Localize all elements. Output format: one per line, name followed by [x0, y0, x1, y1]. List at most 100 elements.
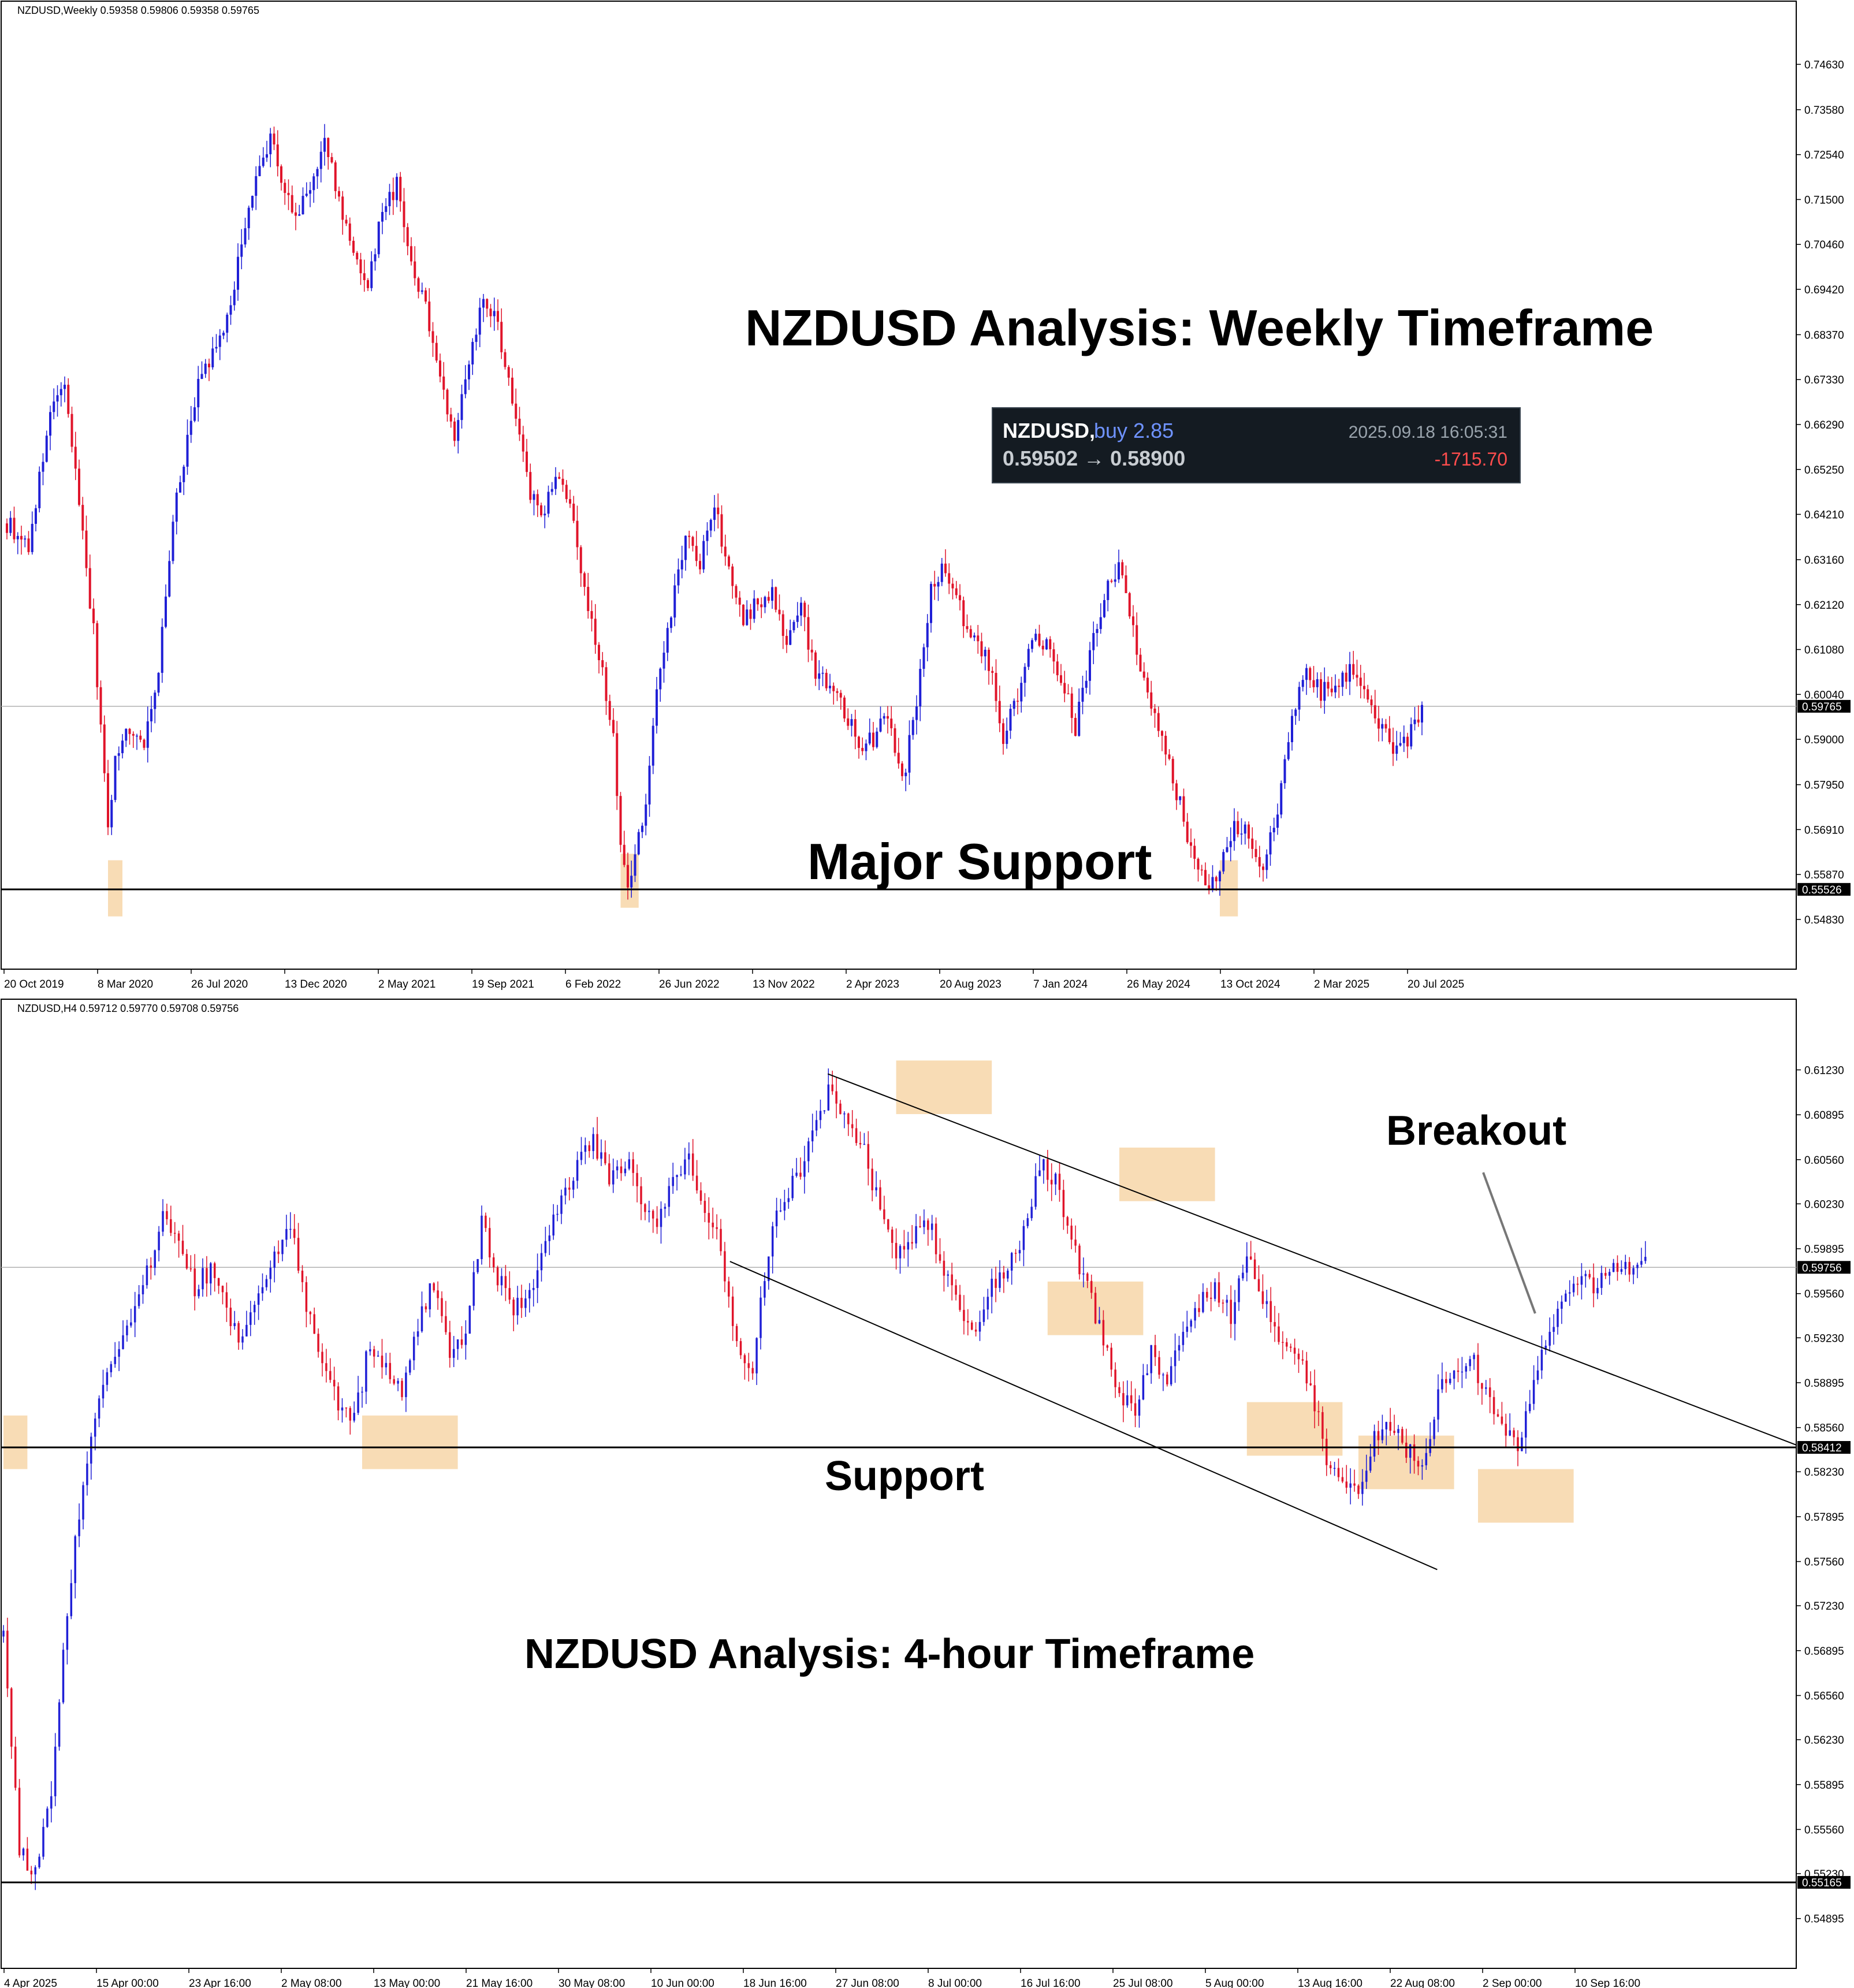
candle-body [38, 471, 41, 508]
candle-body [417, 278, 420, 292]
candle-body [348, 223, 351, 241]
candle-body [1193, 846, 1196, 859]
candle-body [1070, 693, 1073, 718]
candle-body [1532, 1380, 1535, 1404]
candle-body [764, 1281, 766, 1298]
candle-body [1392, 742, 1394, 754]
candle-body [984, 649, 986, 657]
candle-body [695, 1175, 698, 1191]
candle-body [99, 687, 102, 725]
candle-body [706, 530, 709, 541]
candle-body [1209, 1297, 1212, 1299]
candle-body [1114, 579, 1116, 582]
candle-body [258, 166, 261, 177]
candle-body [560, 1195, 563, 1214]
candle-body [204, 363, 207, 374]
candle-body [1413, 719, 1416, 724]
candle-body [915, 706, 918, 720]
candle-body [1258, 857, 1261, 867]
candle-body [1417, 1461, 1420, 1467]
candle-body [511, 377, 513, 404]
candle-body [217, 1278, 220, 1286]
candle-body [1062, 1190, 1065, 1218]
candle-body [955, 588, 958, 595]
candle-body [739, 1341, 742, 1356]
candle-body [10, 1688, 13, 1747]
y-tick-label: 0.56895 [1804, 1646, 1844, 1658]
current-price-tag: 0.59765 [1802, 701, 1842, 713]
candle-body [1058, 1174, 1061, 1190]
y-tick-label: 0.55560 [1804, 1824, 1844, 1836]
candle-body [414, 261, 416, 278]
candle-body [1215, 877, 1218, 881]
candle-body [1293, 1347, 1296, 1354]
candle-body [1043, 1159, 1045, 1171]
x-tick-label: 2 May 2021 [378, 978, 435, 991]
candle-body [1588, 1274, 1591, 1278]
candle-body [699, 1190, 702, 1201]
candle-body [301, 196, 304, 215]
candle-body [1580, 1276, 1583, 1285]
candle-body [746, 609, 749, 626]
candle-body [977, 635, 980, 642]
x-tick-label: 13 Dec 2020 [285, 978, 347, 991]
candle-body [1254, 848, 1257, 857]
candle-body [1265, 854, 1268, 870]
candle-body [890, 718, 893, 728]
candle-body [847, 1113, 850, 1125]
breakout-pointer [1482, 1172, 1536, 1314]
candle-body [107, 773, 109, 828]
candle-body [612, 720, 615, 734]
candle-body [489, 308, 492, 317]
candle-body [1334, 686, 1336, 693]
candle-body [995, 1278, 997, 1288]
candle-body [930, 583, 932, 623]
candle-body [951, 583, 954, 589]
candle-body [257, 1293, 260, 1305]
candle-body [785, 635, 788, 645]
candle-body [416, 1331, 419, 1337]
candle-body [760, 1297, 762, 1338]
candle-body [708, 1213, 710, 1223]
candle-body [6, 523, 8, 533]
candle-body [1094, 1293, 1097, 1324]
candle-body [600, 1152, 602, 1159]
candle-body [74, 446, 77, 469]
candle-body [381, 211, 384, 222]
candle-body [1352, 664, 1355, 675]
candle-body [1540, 1349, 1543, 1371]
candle-body [775, 1210, 778, 1227]
candle-body [1204, 870, 1207, 885]
candle-body [437, 1290, 439, 1298]
candle-body [564, 1187, 567, 1196]
candle-body [959, 595, 961, 601]
x-tick-label: 26 May 2024 [1127, 978, 1190, 991]
candle-body [1237, 821, 1239, 835]
highlight-zone [896, 1060, 992, 1114]
candle-body [1282, 1342, 1284, 1343]
candle-body [433, 1283, 435, 1291]
candle-body [1092, 633, 1095, 650]
candle-body [1485, 1387, 1487, 1389]
candle-body [908, 735, 911, 773]
candle-body [118, 1349, 120, 1357]
candle-body [753, 598, 755, 619]
candle-body [930, 1223, 933, 1230]
candle-body [713, 507, 716, 520]
candle-body [110, 1364, 113, 1372]
candle-body [393, 1379, 395, 1384]
candle-body [106, 1372, 109, 1385]
candle-body [576, 1160, 579, 1181]
x-tick-label: 10 Jun 00:00 [651, 1978, 714, 1988]
candle-body [543, 513, 546, 516]
candle-body [445, 1316, 447, 1332]
candle-body [392, 192, 394, 200]
candle-body [46, 1808, 49, 1827]
candle-body [1233, 821, 1235, 842]
candle-body [818, 673, 821, 679]
candle-body [1289, 1346, 1292, 1348]
candle-body [923, 1220, 925, 1227]
y-tick-label: 0.59895 [1804, 1244, 1844, 1256]
candle-body [161, 627, 163, 673]
candle-body [1413, 1444, 1416, 1461]
